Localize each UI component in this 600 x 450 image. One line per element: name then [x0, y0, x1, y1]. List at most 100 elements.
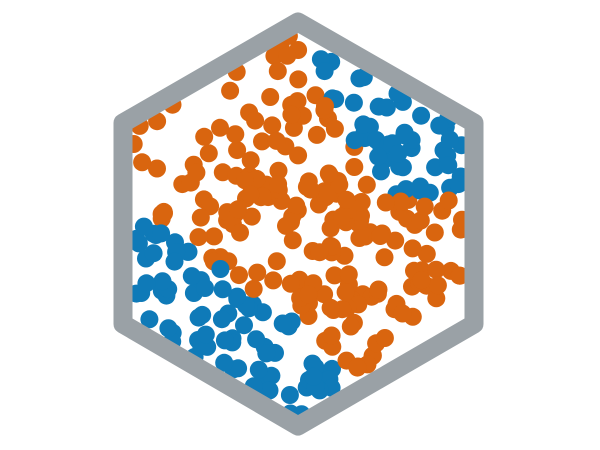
dot — [430, 116, 449, 135]
dot — [253, 132, 271, 151]
dot — [228, 287, 247, 306]
dot — [196, 279, 214, 297]
dot — [236, 171, 254, 190]
dot — [411, 211, 430, 230]
dot — [228, 200, 247, 219]
dot — [439, 156, 458, 175]
dot — [228, 141, 247, 160]
dot — [417, 244, 436, 263]
dot — [369, 280, 388, 299]
dot — [310, 243, 329, 262]
dot — [354, 115, 373, 134]
dot — [199, 144, 218, 163]
dot — [348, 358, 367, 377]
dot — [211, 118, 229, 137]
dot — [316, 97, 334, 116]
dot — [148, 159, 166, 178]
dot — [269, 175, 288, 194]
dot — [391, 192, 410, 211]
dot — [241, 151, 260, 170]
dot — [369, 147, 388, 166]
dot — [140, 310, 159, 329]
dot — [415, 197, 434, 216]
dot — [395, 126, 414, 145]
dot — [277, 216, 295, 235]
dot — [439, 191, 458, 210]
dot — [152, 224, 171, 243]
dot — [412, 106, 431, 125]
dot — [289, 70, 308, 89]
dot — [213, 280, 232, 299]
dot — [205, 227, 223, 246]
dot — [191, 208, 210, 227]
dot — [242, 207, 261, 226]
dot — [212, 310, 231, 329]
dot — [389, 144, 408, 163]
dot — [319, 164, 338, 183]
dot — [261, 88, 280, 106]
dot — [345, 158, 364, 176]
dot — [425, 223, 444, 242]
dot — [345, 131, 364, 150]
dot — [187, 163, 206, 182]
dot — [267, 131, 286, 150]
dot — [264, 271, 283, 290]
dot — [159, 319, 178, 338]
dot — [376, 193, 395, 212]
dot — [339, 265, 358, 284]
dot — [229, 359, 248, 378]
dot — [137, 274, 156, 293]
dot — [281, 274, 300, 293]
dot — [321, 298, 340, 317]
dot — [278, 46, 297, 65]
dot — [257, 344, 276, 363]
dot — [165, 252, 184, 271]
dot — [315, 285, 334, 304]
dot — [428, 276, 447, 295]
dot — [269, 161, 288, 180]
hexagon-frame — [113, 12, 484, 436]
dot — [426, 158, 445, 177]
dot — [412, 271, 431, 290]
dot — [411, 177, 430, 196]
dot — [153, 272, 172, 291]
dot — [289, 146, 308, 165]
dot — [152, 205, 171, 223]
dot — [189, 308, 208, 327]
dot — [265, 46, 284, 65]
dot — [375, 248, 394, 267]
dot — [268, 62, 287, 81]
dot — [195, 127, 214, 146]
dot — [263, 116, 282, 135]
dot — [189, 228, 208, 247]
dot — [371, 227, 390, 245]
dot — [372, 162, 390, 181]
dot — [325, 266, 344, 285]
dot — [253, 303, 272, 322]
dot — [393, 304, 412, 323]
dot — [333, 207, 351, 226]
dot — [215, 331, 234, 350]
dot — [449, 175, 466, 194]
dot — [196, 325, 215, 344]
dot — [315, 62, 334, 81]
dot — [341, 317, 360, 336]
dot — [282, 105, 301, 124]
dot — [390, 157, 409, 176]
dot — [241, 185, 260, 204]
dot — [299, 285, 318, 304]
dot — [287, 196, 306, 215]
dot — [247, 330, 266, 349]
dot — [213, 163, 232, 182]
dot — [440, 130, 459, 149]
dot — [134, 217, 153, 236]
dot — [226, 125, 245, 144]
dot — [375, 329, 394, 347]
dot — [246, 111, 265, 130]
dot — [231, 223, 249, 242]
dot — [283, 231, 302, 250]
dot — [307, 125, 326, 144]
dot — [344, 93, 363, 112]
dot — [244, 279, 263, 298]
dot — [322, 326, 341, 345]
